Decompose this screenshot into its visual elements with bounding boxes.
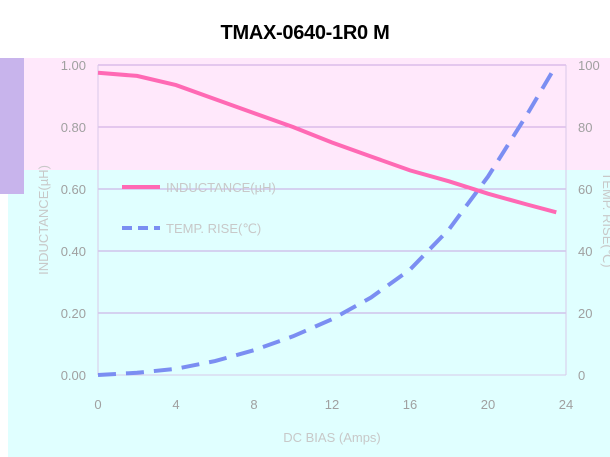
x-tick-label: 24 xyxy=(559,397,573,412)
y2-tick-label: 40 xyxy=(578,244,592,259)
y2-axis-title: TEMP. RISE(℃) xyxy=(600,172,610,267)
y-tick-label: 0.60 xyxy=(61,182,86,197)
y2-tick-label: 60 xyxy=(578,182,592,197)
series-temp-rise-line xyxy=(97,63,559,377)
series-inductance-line xyxy=(97,70,557,215)
x-tick-label: 0 xyxy=(94,397,101,412)
x-tick-label: 8 xyxy=(250,397,257,412)
y-tick-label: 0.00 xyxy=(61,368,86,383)
x-tick-label: 12 xyxy=(325,397,339,412)
x-tick-label: 4 xyxy=(172,397,179,412)
y-tick-label: 1.00 xyxy=(61,58,86,73)
legend-temp-rise-label: TEMP. RISE(℃) xyxy=(166,221,261,236)
chart-title: TMAX-0640-1R0 M xyxy=(220,22,390,44)
x-axis-title: DC BIAS (Amps) xyxy=(283,430,381,445)
y2-tick-label: 0 xyxy=(578,368,585,383)
left-accent-bar xyxy=(0,58,24,194)
y-axis-title: INDUCTANCE(µH) xyxy=(36,165,51,275)
y-tick-label: 0.20 xyxy=(61,306,86,321)
y-tick-label: 0.40 xyxy=(61,244,86,259)
plot-background-upper xyxy=(8,58,610,170)
legend-inductance-label: INDUCTANCE(µH) xyxy=(166,180,276,195)
y2-tick-label: 80 xyxy=(578,120,592,135)
x-tick-label: 16 xyxy=(403,397,417,412)
x-tick-label: 20 xyxy=(481,397,495,412)
y2-tick-label: 100 xyxy=(578,58,600,73)
y2-tick-label: 20 xyxy=(578,306,592,321)
y-tick-label: 0.80 xyxy=(61,120,86,135)
